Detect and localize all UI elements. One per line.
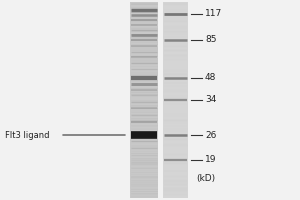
- Text: (kD): (kD): [196, 173, 215, 182]
- Bar: [163, 2, 188, 198]
- Text: 48: 48: [205, 73, 216, 82]
- Text: 19: 19: [205, 156, 217, 164]
- Text: 34: 34: [205, 96, 216, 104]
- Text: 85: 85: [205, 36, 217, 45]
- Text: 117: 117: [205, 9, 222, 19]
- Text: Flt3 ligand: Flt3 ligand: [5, 130, 50, 140]
- Bar: [130, 2, 158, 198]
- Text: 26: 26: [205, 130, 216, 140]
